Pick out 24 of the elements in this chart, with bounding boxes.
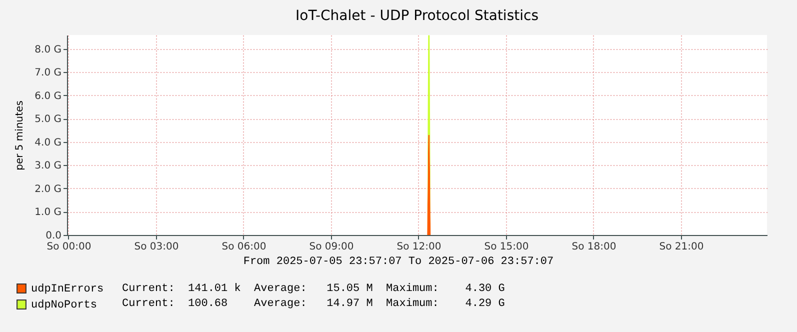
y-tick-label: 1.0 G [34, 207, 62, 218]
legend-label: udpInErrors [31, 284, 104, 296]
x-tick-label: So 21:00 [659, 242, 704, 252]
x-tick-label: So 18:00 [572, 242, 616, 252]
x-tick-label: So 09:00 [309, 242, 354, 252]
text: From 2025-07-05 23:57:07 To 2025-07-06 23:57:07 [242, 256, 555, 268]
y-tick-label: 2.0 G [34, 184, 62, 195]
x-tick-label: So 15:00 [484, 242, 529, 252]
text: Current: 141.01 k Average: 15.05 M Maximum: 4.30 G [122, 283, 505, 295]
y-tick-label: 6.0 G [34, 90, 62, 102]
y-tick-label: 8.0 G [34, 44, 62, 56]
x-tick-label: So 12:00 [396, 242, 442, 252]
y-tick-label: 7.0 G [34, 68, 62, 79]
text: Current: 100.68 Average: 14.97 M Maximum: 4.29 G [122, 298, 505, 310]
chart-title: IoT-Chalet - UDP Protocol Statistics [296, 8, 538, 24]
y-tick-label: 3.0 G [34, 160, 62, 172]
y-axis-title: per 5 minutes [14, 100, 26, 170]
y-tick-label: 4.0 G [34, 137, 62, 148]
x-tick-label: So 00:00 [46, 242, 92, 252]
legend-label: udpNoPorts [31, 300, 98, 312]
x-tick-label: So 03:00 [134, 242, 179, 252]
y-tick-label: 0.0 [46, 230, 62, 242]
y-tick-label: 5.0 G [34, 114, 62, 126]
x-tick-label: So 06:00 [222, 242, 266, 252]
